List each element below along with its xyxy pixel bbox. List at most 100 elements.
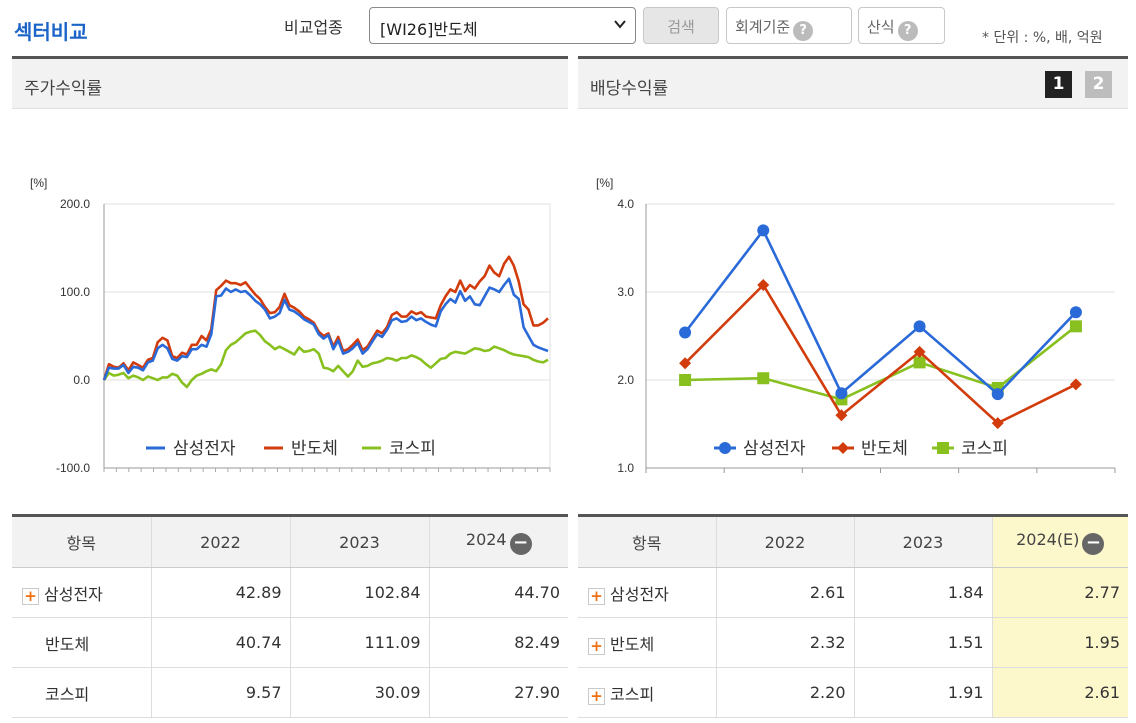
- table-cell: 2.61: [716, 567, 855, 618]
- column-header-2024e: 2024(E) −: [992, 515, 1128, 568]
- y-tick-label: 100.0: [60, 285, 90, 299]
- data-point: [1069, 306, 1082, 319]
- column-header: 2023: [290, 515, 430, 568]
- expand-plus-icon[interactable]: +: [588, 687, 605, 705]
- legend-marker: [837, 442, 849, 454]
- formula-button[interactable]: 산식?: [858, 7, 945, 44]
- table-row: + 삼성전자 42.89 102.84 44.70: [12, 567, 568, 618]
- chart-page-1-button[interactable]: 1: [1045, 71, 1072, 98]
- data-point: [835, 409, 848, 422]
- table-row: + 반도체 2.32 1.51 1.95: [578, 617, 1128, 668]
- dividend-yield-chart: [%]4.03.02.01.0201920202021202220232024(…: [596, 176, 1116, 491]
- legend-label: 삼성전자: [743, 439, 806, 458]
- legend-marker: [719, 442, 731, 454]
- table-cell: 2.20: [716, 667, 855, 718]
- data-point: [913, 320, 926, 333]
- legend-label: 반도체: [291, 439, 338, 458]
- help-icon: ?: [897, 21, 918, 41]
- data-point: [757, 278, 770, 291]
- table-header-row: 항목 2022 2023 2024(E) −: [578, 515, 1128, 568]
- expand-plus-icon[interactable]: +: [588, 637, 605, 655]
- dividend-yield-panel-title: 배당수익률: [590, 79, 669, 99]
- row-label: 반도체: [45, 634, 90, 654]
- y-tick-label: 200.0: [60, 197, 90, 211]
- table-header-row: 항목 2022 2023 2024−: [12, 515, 568, 568]
- data-point: [757, 372, 770, 385]
- column-header-label: 2024(E): [1016, 529, 1080, 549]
- search-button[interactable]: 검색: [643, 7, 719, 44]
- expand-plus-icon[interactable]: +: [588, 587, 605, 605]
- unit-note: * 단위 : %, 배, 억원: [982, 30, 1103, 46]
- table-cell: 2.32: [716, 617, 855, 668]
- table-row: + 삼성전자 2.61 1.84 2.77: [578, 567, 1128, 618]
- accounting-standard-label: 회계기준: [735, 18, 791, 36]
- data-point: [835, 387, 848, 400]
- row-name-cell: + 코스피: [578, 667, 717, 718]
- legend-label: 코스피: [389, 439, 436, 458]
- collapse-minus-icon[interactable]: −: [509, 532, 532, 555]
- table-cell: 9.57: [151, 667, 291, 718]
- table-cell: 30.09: [290, 667, 430, 718]
- data-point: [1069, 378, 1082, 391]
- table-cell: 40.74: [151, 617, 291, 668]
- y-tick-label: 1.0: [617, 461, 634, 474]
- y-tick-label: 3.0: [617, 285, 634, 299]
- column-header-label: 2024: [465, 529, 507, 549]
- table-cell: 1.84: [854, 567, 993, 618]
- table-cell: 2.61: [992, 667, 1128, 718]
- series-line-반도체: [102, 255, 549, 381]
- formula-label: 산식: [867, 18, 895, 36]
- legend-label: 반도체: [861, 439, 908, 458]
- data-point: [991, 388, 1004, 401]
- table-row: + 코스피 2.20 1.91 2.61: [578, 667, 1128, 718]
- row-label: 반도체: [610, 634, 655, 654]
- stock-return-panel: 주가수익률 [%]200.0100.00.0-100.02018/12/2820…: [12, 56, 568, 488]
- y-axis-unit: [%]: [596, 176, 613, 190]
- row-name-cell: + 삼성전자: [12, 567, 152, 618]
- y-axis-unit: [%]: [30, 176, 47, 190]
- chart-page-2-button[interactable]: 2: [1085, 71, 1112, 98]
- series-line-코스피: [102, 329, 549, 389]
- table-row: 반도체 40.74 111.09 82.49: [12, 617, 568, 668]
- industry-select-value: [WI26]반도체: [380, 20, 478, 39]
- column-header: 항목: [578, 515, 717, 568]
- table-cell: 1.95: [992, 617, 1128, 668]
- accounting-standard-button[interactable]: 회계기준?: [726, 7, 852, 44]
- data-point: [679, 374, 692, 386]
- collapse-minus-icon[interactable]: −: [1082, 532, 1105, 555]
- table-cell: 2.77: [992, 567, 1128, 618]
- data-point: [757, 224, 770, 237]
- industry-select[interactable]: [WI26]반도체: [369, 7, 636, 44]
- row-label: 삼성전자: [610, 584, 669, 604]
- column-header: 항목: [12, 515, 152, 568]
- series-line-코스피: [685, 325, 1077, 401]
- series-line-삼성전자: [102, 277, 549, 381]
- help-icon: ?: [793, 21, 814, 41]
- table-cell: 42.89: [151, 567, 291, 618]
- stock-return-panel-title: 주가수익률: [12, 59, 568, 109]
- stock-return-chart: [%]200.0100.00.0-100.02018/12/282020/08/…: [30, 176, 551, 488]
- table-cell: 102.84: [290, 567, 430, 618]
- table-cell: 27.90: [429, 667, 568, 718]
- column-header: 2022: [716, 515, 855, 568]
- expand-plus-icon[interactable]: +: [22, 587, 39, 605]
- data-point: [913, 345, 926, 358]
- legend-marker: [937, 442, 949, 454]
- column-header-2024: 2024−: [429, 515, 568, 568]
- y-tick-label: 2.0: [617, 373, 634, 387]
- row-label: 코스피: [45, 684, 90, 704]
- data-point: [1069, 320, 1082, 333]
- legend-label: 코스피: [961, 439, 1008, 458]
- row-label: 코스피: [610, 684, 655, 704]
- top-bar: 섹터비교 비교업종 [WI26]반도체 검색 회계기준? 산식? * 단위 : …: [0, 0, 1136, 56]
- series-line-반도체: [684, 282, 1077, 425]
- dividend-yield-table: 항목 2022 2023 2024(E) − + 삼성전자 2.61 1.84 2.…: [578, 514, 1128, 718]
- column-header: 2023: [854, 515, 993, 568]
- dividend-yield-panel-header: 배당수익률 1 2: [578, 59, 1128, 109]
- legend-label: 삼성전자: [173, 439, 236, 458]
- row-name-cell: + 삼성전자: [578, 567, 717, 618]
- table-cell: 1.51: [854, 617, 993, 668]
- data-point: [991, 417, 1004, 430]
- y-tick-label: -100.0: [56, 461, 90, 474]
- y-tick-label: 4.0: [617, 197, 634, 211]
